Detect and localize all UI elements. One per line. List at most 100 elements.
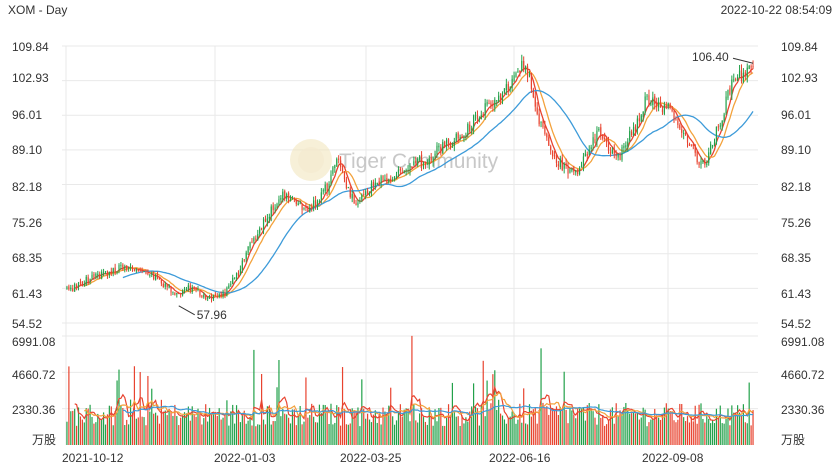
volume-bar bbox=[208, 407, 211, 445]
candle-body bbox=[126, 267, 128, 270]
volume-tick-right: 2330.36 bbox=[781, 403, 825, 417]
volume-bar bbox=[586, 405, 588, 445]
candle-body bbox=[307, 206, 309, 213]
volume-bar bbox=[715, 408, 718, 445]
volume-bar bbox=[515, 423, 517, 445]
candle-body bbox=[85, 276, 87, 285]
volume-bar bbox=[226, 400, 228, 445]
candle-body bbox=[733, 79, 735, 81]
volume-bar bbox=[573, 414, 575, 445]
volume-bar bbox=[222, 417, 224, 445]
volume-bar bbox=[673, 420, 675, 445]
volume-bar bbox=[700, 403, 702, 445]
candle-body bbox=[137, 269, 139, 271]
price-tick-left: 82.18 bbox=[12, 180, 42, 194]
volume-bar bbox=[378, 413, 380, 445]
volume-bar bbox=[363, 408, 365, 445]
candle-body bbox=[472, 115, 475, 129]
volume-bar bbox=[351, 408, 353, 445]
volume-bar bbox=[526, 424, 529, 445]
volume-bar bbox=[569, 408, 571, 445]
volume-bar bbox=[249, 417, 251, 445]
volume-bar bbox=[511, 411, 513, 445]
watermark: Tiger Community bbox=[290, 139, 499, 181]
volume-bar bbox=[444, 425, 446, 445]
volume-bar bbox=[503, 419, 506, 445]
volume-bar bbox=[405, 408, 407, 445]
candle-body bbox=[449, 143, 452, 148]
candle-body bbox=[428, 158, 430, 165]
candle-body bbox=[361, 194, 363, 200]
volume-bar bbox=[600, 417, 602, 445]
volume-bar bbox=[176, 416, 178, 445]
price-tick-left: 68.35 bbox=[12, 251, 42, 265]
volume-bar bbox=[270, 424, 272, 445]
volume-bar bbox=[376, 422, 378, 445]
candle-body bbox=[239, 268, 242, 276]
candle-body bbox=[207, 297, 209, 299]
candle-body bbox=[87, 277, 89, 284]
volume-bar bbox=[509, 416, 511, 445]
candle-body bbox=[561, 157, 563, 170]
volume-bar bbox=[534, 407, 536, 445]
volume-bar bbox=[392, 416, 394, 445]
candle-body bbox=[172, 291, 174, 293]
volume-bar bbox=[403, 409, 405, 445]
volume-bar bbox=[224, 414, 226, 445]
volume-bar bbox=[733, 412, 735, 445]
volume-bar bbox=[415, 420, 417, 445]
volume-bar bbox=[625, 403, 627, 445]
volume-bar bbox=[629, 413, 631, 445]
volume-bar bbox=[320, 413, 322, 445]
volume-bar bbox=[451, 382, 453, 445]
price-tick-right: 109.84 bbox=[781, 40, 818, 54]
volume-bar bbox=[340, 425, 342, 445]
candle-body bbox=[548, 137, 550, 146]
candle-body bbox=[461, 135, 463, 138]
candle-body bbox=[322, 190, 324, 192]
volume-bar bbox=[632, 411, 635, 445]
candle-body bbox=[417, 158, 419, 165]
candle-body bbox=[367, 190, 369, 194]
volume-bar bbox=[744, 422, 746, 445]
volume-bar bbox=[324, 405, 326, 445]
candle-body bbox=[259, 228, 261, 234]
candle-body bbox=[170, 285, 172, 293]
volume-bar bbox=[232, 404, 234, 445]
candle-body bbox=[183, 289, 186, 292]
candle-body bbox=[77, 282, 80, 287]
candle-body bbox=[343, 171, 346, 180]
volume-ma-lines bbox=[74, 385, 754, 422]
volume-bar bbox=[187, 406, 189, 445]
volume-bar bbox=[234, 423, 236, 445]
candle-body bbox=[748, 66, 750, 69]
candle-body bbox=[711, 145, 714, 147]
candle-body bbox=[83, 283, 85, 287]
candle-body bbox=[135, 269, 137, 272]
volume-bar bbox=[688, 422, 691, 445]
volume-bar bbox=[286, 414, 288, 445]
candle-body bbox=[746, 67, 748, 78]
candle-body bbox=[684, 132, 687, 136]
candle-body bbox=[180, 293, 182, 295]
volume-bar bbox=[598, 404, 600, 445]
candle-body bbox=[255, 238, 257, 240]
candle-body bbox=[318, 201, 321, 203]
candle-body bbox=[164, 283, 166, 287]
low-annotation-leader bbox=[178, 305, 195, 316]
candle-body bbox=[686, 135, 689, 143]
volume-bar bbox=[449, 415, 452, 445]
candle-body bbox=[648, 95, 650, 106]
date-tick: 2022-09-08 bbox=[642, 451, 704, 465]
candle-body bbox=[216, 296, 218, 298]
candle-body bbox=[484, 103, 486, 116]
volume-bar bbox=[577, 408, 579, 445]
volume-bar bbox=[399, 404, 401, 445]
volume-bar bbox=[447, 404, 450, 445]
volume-bar bbox=[494, 370, 496, 445]
candle-body bbox=[602, 135, 604, 139]
volume-bar bbox=[178, 425, 180, 445]
candle-body bbox=[243, 259, 245, 261]
candle-body bbox=[465, 136, 467, 138]
candle-body bbox=[70, 287, 72, 290]
